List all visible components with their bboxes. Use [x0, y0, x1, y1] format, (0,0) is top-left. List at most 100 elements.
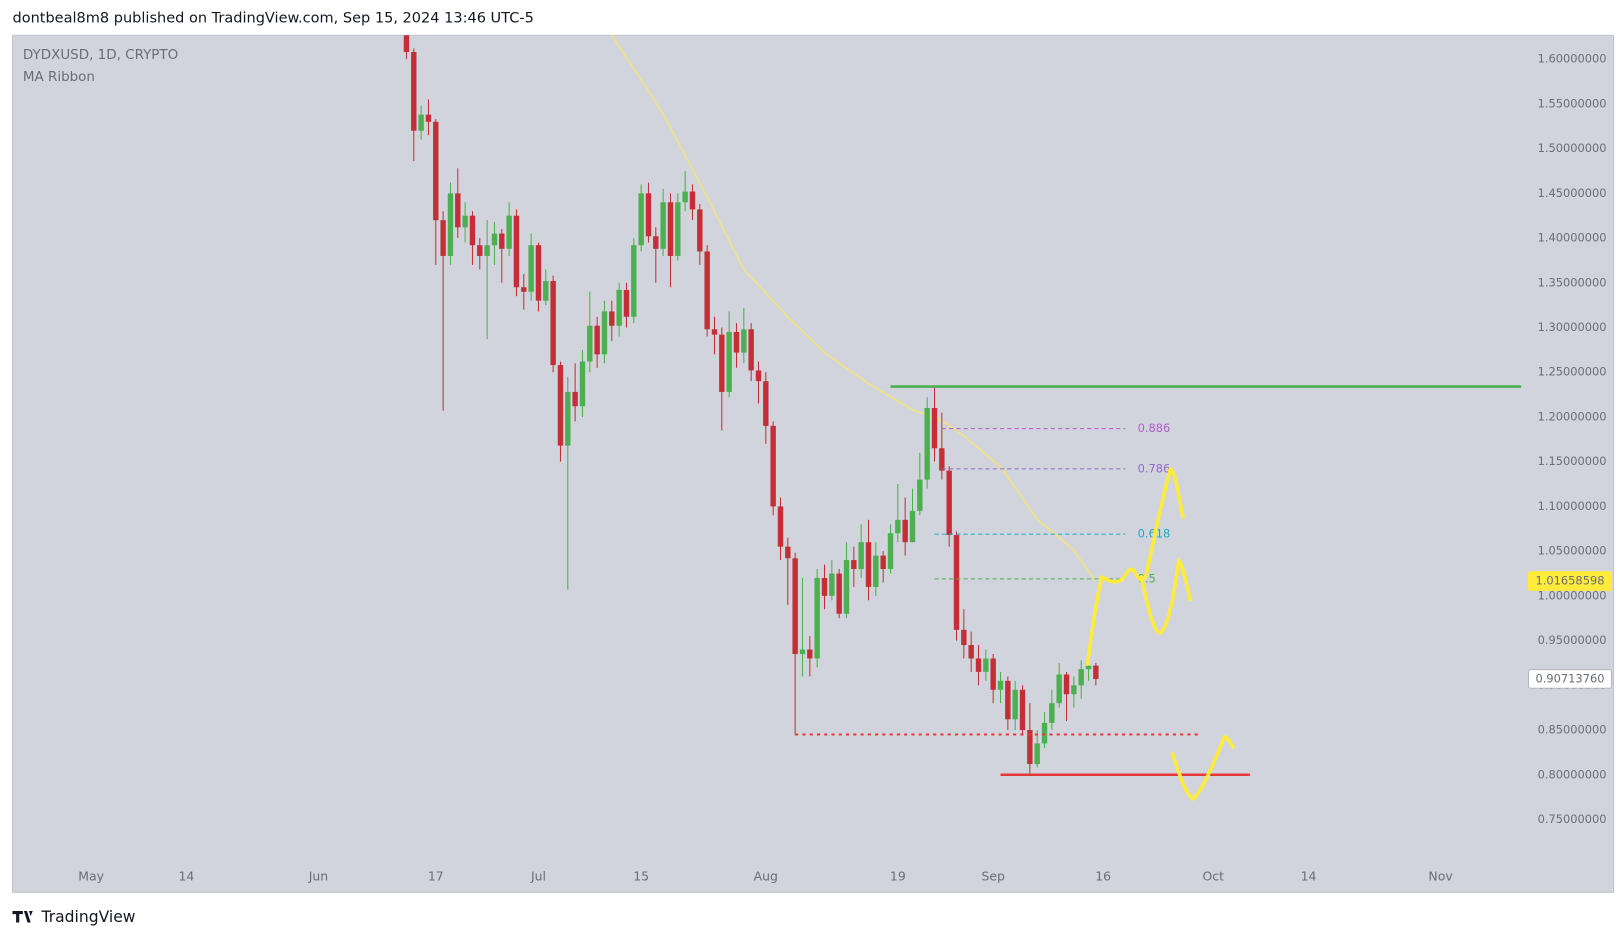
candle-body	[1041, 722, 1048, 744]
candle-body	[719, 334, 725, 392]
candle-body	[777, 506, 784, 547]
candle-body	[763, 381, 769, 426]
candle-body	[990, 658, 996, 690]
candle-body	[403, 35, 410, 53]
candle-body	[484, 245, 490, 256]
candle-body	[858, 542, 864, 570]
candle-body	[887, 533, 894, 570]
y-tick-label: 1.50000000	[1538, 141, 1607, 155]
hand-drawings	[1085, 467, 1235, 801]
candle-body	[785, 546, 791, 559]
candle-body	[645, 193, 652, 237]
x-tick-label: 14	[179, 868, 195, 883]
candle-body	[477, 245, 483, 256]
y-tick-label: 1.20000000	[1538, 409, 1607, 423]
candle-body	[1012, 689, 1018, 720]
x-tick-label: Sep	[981, 868, 1005, 883]
candle-body	[741, 329, 747, 353]
candle-body	[975, 658, 982, 672]
y-tick-label: 1.15000000	[1538, 454, 1607, 468]
x-tick-label: 16	[1095, 868, 1111, 883]
candle-body	[836, 573, 842, 614]
candle-body	[792, 558, 798, 654]
candle-body	[631, 245, 637, 317]
candle-body	[770, 425, 776, 507]
y-tick-label: 1.10000000	[1538, 499, 1607, 513]
x-tick-label: May	[78, 868, 104, 883]
y-tick-label: 0.75000000	[1538, 812, 1607, 826]
logo: TradingView	[12, 908, 136, 926]
candle-body	[865, 542, 872, 587]
candle-body	[1019, 689, 1026, 731]
candle-body	[968, 645, 974, 659]
y-tick-label: 1.25000000	[1538, 365, 1607, 379]
ma-line	[611, 35, 1097, 582]
candle-body	[623, 289, 630, 317]
candle-body	[924, 408, 930, 480]
candle-body	[418, 114, 424, 131]
candle-body	[843, 560, 850, 614]
price-label: 1.01658598	[1536, 574, 1605, 588]
candle-body	[704, 251, 710, 330]
candle-body	[726, 331, 732, 392]
candle-body	[689, 191, 696, 210]
candle-body	[572, 391, 578, 407]
candle-body	[550, 280, 556, 366]
candle-body	[931, 408, 938, 449]
axes: 0.750000000.800000000.850000000.90000000…	[23, 47, 1613, 883]
candle-body	[697, 209, 703, 252]
candle-body	[1027, 730, 1033, 765]
candle-body	[1049, 703, 1055, 723]
candle-body	[543, 280, 549, 301]
candle-body	[733, 331, 740, 353]
y-tick-label: 1.05000000	[1538, 544, 1607, 558]
x-tick-label: Jul	[530, 868, 546, 883]
header: dontbeal8m8 published on TradingView.com…	[12, 11, 533, 27]
x-tick-label: Nov	[1428, 868, 1452, 883]
y-tick-label: 0.80000000	[1538, 767, 1607, 781]
fib-label: 0.886	[1138, 421, 1171, 435]
freehand-arrow	[1085, 467, 1185, 666]
candle-body	[983, 658, 989, 672]
candle-body	[521, 287, 527, 292]
footer: TradingView	[41, 908, 136, 926]
y-tick-label: 1.40000000	[1538, 231, 1607, 245]
candle-body	[939, 448, 945, 471]
x-tick-label: 15	[633, 868, 649, 883]
x-tick-label: Aug	[754, 868, 778, 883]
candle-body	[917, 479, 923, 511]
candle-body	[638, 193, 644, 246]
symbol-title: DYDXUSD, 1D, CRYPTO	[23, 47, 178, 63]
x-tick-label: 19	[890, 868, 906, 883]
freehand-arrow	[1139, 558, 1193, 635]
candle-body	[851, 560, 857, 570]
y-tick-label: 0.85000000	[1538, 723, 1607, 737]
candle-body	[1034, 743, 1040, 765]
x-tick-label: Jun	[308, 868, 328, 883]
candle-body	[433, 121, 439, 221]
candle-body	[1063, 674, 1070, 695]
candle-body	[748, 329, 754, 371]
candle-body	[1085, 665, 1092, 670]
candle-body	[425, 114, 432, 122]
candle-body	[1078, 669, 1084, 686]
price-label-box	[1527, 669, 1613, 689]
candle-body	[909, 510, 916, 543]
y-tick-label: 0.95000000	[1538, 633, 1607, 647]
candle-body	[711, 329, 718, 335]
candle-body	[447, 193, 454, 256]
y-tick-label: 1.60000000	[1538, 52, 1607, 66]
candle-body	[499, 233, 505, 249]
candle-body	[616, 289, 622, 326]
candle-body	[557, 365, 564, 446]
candle-body	[653, 236, 659, 249]
candle-body	[440, 220, 446, 256]
candle-body	[1071, 685, 1077, 695]
price-label: 0.90713760	[1536, 671, 1605, 685]
candle-body	[682, 191, 688, 203]
candle-body	[807, 649, 813, 659]
indicator-name: MA Ribbon	[23, 69, 95, 85]
freehand-arrow	[1170, 734, 1235, 801]
